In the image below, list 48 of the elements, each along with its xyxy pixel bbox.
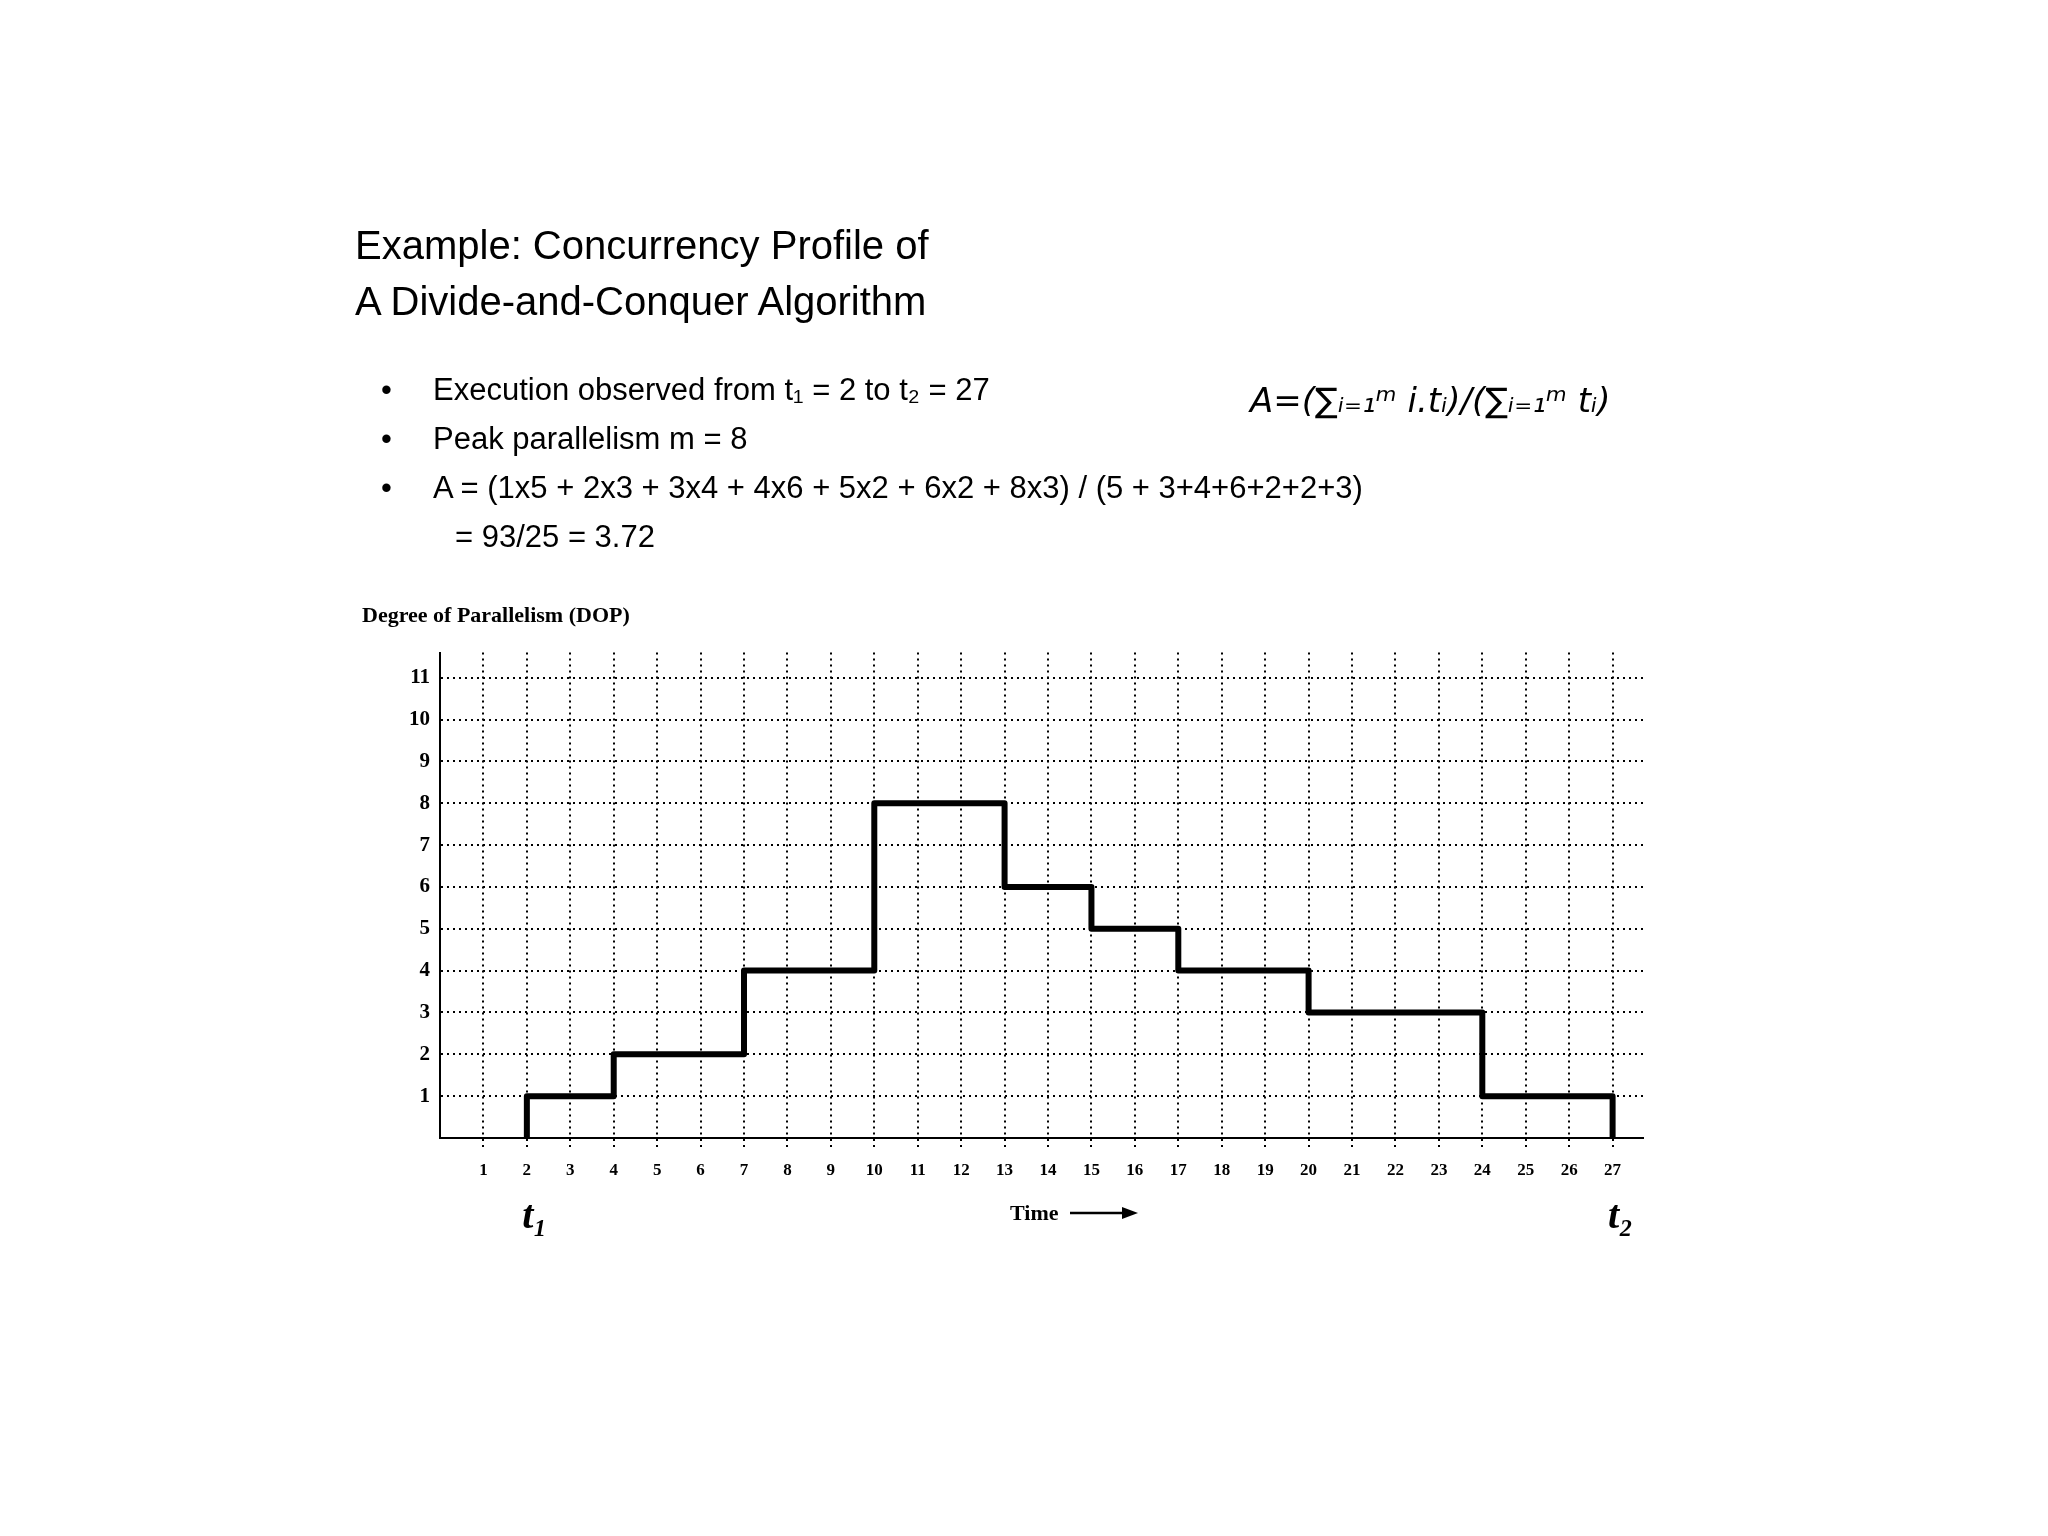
x-tick-label: 19: [1256, 1159, 1274, 1179]
x-tick-label: 25: [1517, 1159, 1535, 1179]
y-tick-label: 6: [419, 873, 430, 898]
y-tick-label: 11: [410, 664, 430, 689]
x-tick-label: 2: [522, 1159, 532, 1179]
y-axis-title: Degree of Parallelism (DOP): [362, 602, 630, 628]
x-tick-label: 20: [1300, 1159, 1318, 1179]
x-tick-label: 7: [739, 1159, 749, 1179]
y-tick-label: 4: [419, 957, 431, 982]
x-tick-label: 3: [566, 1159, 575, 1179]
x-tick-label: 24: [1473, 1159, 1492, 1179]
x-tick-label: 26: [1560, 1159, 1578, 1179]
x-tick-label: 27: [1604, 1159, 1622, 1179]
x-tick-label: 18: [1213, 1159, 1231, 1179]
y-tick-label: 10: [409, 705, 430, 730]
y-tick-label: 7: [419, 831, 430, 856]
x-tick-label: 15: [1082, 1159, 1100, 1179]
annotation: t₁: [522, 1192, 548, 1238]
text: • Peak parallelism m = 8: [381, 420, 748, 458]
x-tick-label: 14: [1039, 1159, 1058, 1179]
y-tick-label: 5: [419, 915, 430, 940]
x-tick-label: 9: [826, 1159, 836, 1179]
text: = 93/25 = 3.72: [455, 518, 655, 556]
x-tick-label: 13: [996, 1159, 1014, 1179]
x-tick-label: 23: [1430, 1159, 1448, 1179]
x-tick-label: 16: [1126, 1159, 1144, 1179]
chart-title: Example: Concurrency Profile of A Divide-and-Conquer Algorithm: [355, 222, 929, 325]
text: • Execution observed from t₁ = 2 to t₂ = 27: [381, 371, 990, 409]
x-tick-label: 10: [865, 1159, 883, 1179]
y-tick-label: 8: [419, 789, 430, 814]
text: • A = (1x5 + 2x3 + 3x4 + 4x6 + 5x2 + 6x2 + 8x3) / (5 + 3+4+6+2+2+3): [381, 469, 1363, 507]
text: A=(∑ᵢ₌₁ᵐ i.tᵢ)/(∑ᵢ₌₁ᵐ tᵢ): [1250, 380, 1611, 420]
y-tick-label: 2: [419, 1040, 430, 1065]
x-tick-label: 12: [952, 1159, 970, 1179]
x-tick-label: 21: [1343, 1159, 1361, 1179]
x-tick-label: 8: [783, 1159, 792, 1179]
annotation: t₂: [1608, 1192, 1634, 1238]
x-tick-label: 5: [652, 1159, 662, 1179]
x-tick-label: 1: [479, 1159, 488, 1179]
x-tick-label: 6: [696, 1159, 705, 1179]
y-tick-label: 9: [419, 747, 430, 772]
x-tick-label: 17: [1169, 1159, 1188, 1179]
y-tick-label: 1: [419, 1082, 430, 1107]
x-tick-label: 4: [609, 1159, 619, 1179]
x-tick-label: 11: [909, 1159, 926, 1179]
x-tick-label: 22: [1386, 1159, 1404, 1179]
x-axis-title: Time: [1010, 1200, 1059, 1226]
y-tick-label: 3: [419, 998, 430, 1023]
